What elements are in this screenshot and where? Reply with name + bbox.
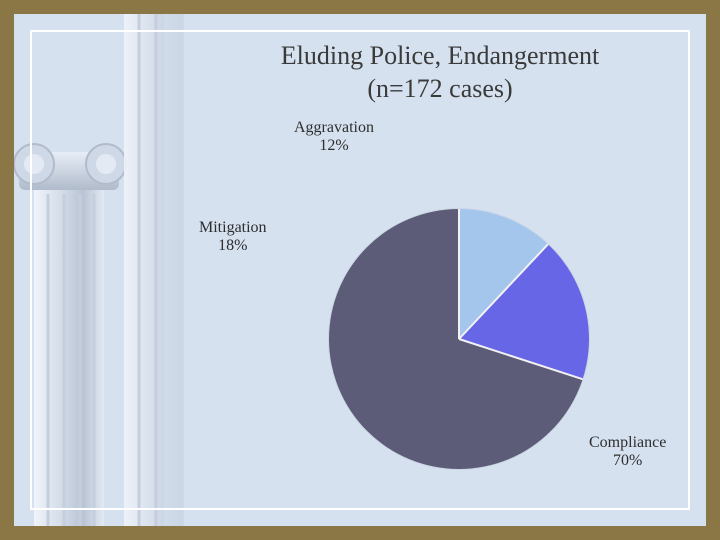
label-aggravation: Aggravation 12% <box>294 119 374 156</box>
pie-wrap <box>329 209 589 469</box>
label-compliance-text: Compliance <box>589 434 666 452</box>
label-compliance: Compliance 70% <box>589 434 666 471</box>
label-mitigation-text: Mitigation <box>199 219 267 237</box>
label-mitigation-value: 18% <box>199 237 267 255</box>
pie-chart: Aggravation 12% Mitigation 18% Complianc… <box>194 134 694 514</box>
label-aggravation-text: Aggravation <box>294 119 374 137</box>
title-line-2: (n=172 cases) <box>194 73 686 106</box>
title-block: Eluding Police, Endangerment (n=172 case… <box>194 40 686 105</box>
label-compliance-value: 70% <box>589 452 666 470</box>
pie-circle <box>329 209 589 469</box>
label-mitigation: Mitigation 18% <box>199 219 267 256</box>
slide-frame: Eluding Police, Endangerment (n=172 case… <box>0 0 720 540</box>
slide-content: Eluding Police, Endangerment (n=172 case… <box>14 14 706 526</box>
label-aggravation-value: 12% <box>294 137 374 155</box>
title-line-1: Eluding Police, Endangerment <box>194 40 686 73</box>
